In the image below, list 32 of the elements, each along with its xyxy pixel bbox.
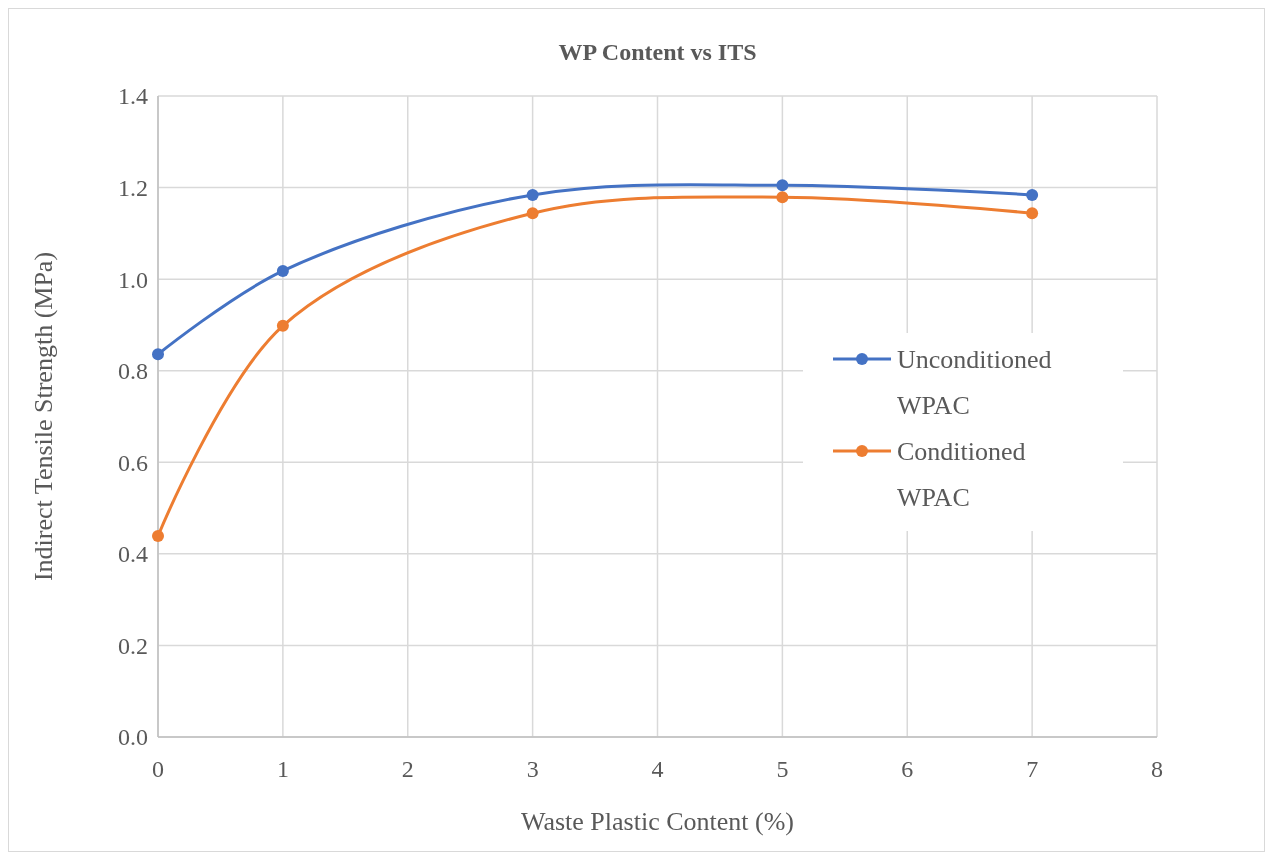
x-tick-label: 7 [1026,756,1039,782]
point [152,530,164,542]
point [1026,207,1039,220]
point [776,179,789,192]
x-tick-label: 2 [401,756,414,782]
point [526,188,539,201]
y-tick-label: 1.4 [118,83,148,110]
point [276,319,289,332]
point [776,191,789,204]
y-tick-label: 1.0 [118,266,148,293]
chart-title: WP Content vs ITS [558,39,757,65]
x-tick-label: 0 [152,756,164,782]
legend-label: Unconditioned WPAC [897,345,1052,421]
y-tick-label: 0.0 [118,724,148,751]
x-tick-label: 8 [1151,756,1163,782]
y-tick-label: 0.4 [118,541,148,568]
y-tick-label: 0.6 [118,449,148,476]
y-axis-title: Indirect Tensile Strength (MPa) [29,251,58,582]
x-tick-label: 3 [526,756,539,782]
point [276,264,289,277]
legend-label: Conditioned WPAC [897,437,1026,513]
x-tick-label: 5 [776,756,789,782]
y-tick-label: 1.2 [118,174,148,201]
point [526,207,539,220]
y-tick-label: 0.2 [118,632,148,659]
x-tick-label: 1 [276,756,289,782]
point [152,348,164,361]
x-axis-title: Waste Plastic Content (%) [520,807,795,836]
y-tick-label: 0.8 [118,358,148,385]
point [1026,188,1039,201]
x-tick-label: 4 [651,756,664,782]
x-tick-label: 6 [901,756,914,782]
